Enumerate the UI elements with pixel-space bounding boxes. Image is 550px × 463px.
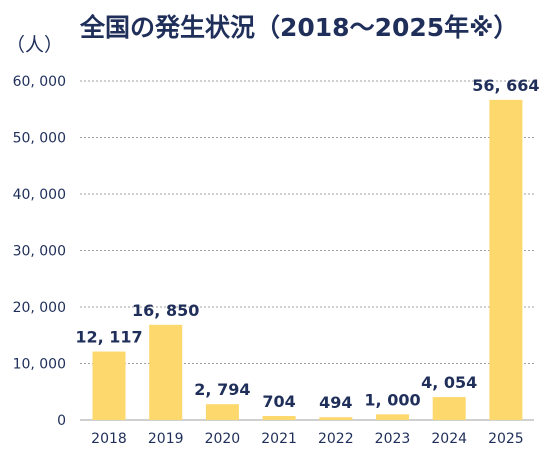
- y-tick-label: 20, 000: [13, 300, 66, 316]
- x-tick-label: 2025: [488, 431, 524, 447]
- y-tick-label: 50, 000: [13, 131, 66, 147]
- bar: [149, 324, 183, 420]
- data-label: 16, 850: [132, 301, 199, 320]
- x-tick-label: 2018: [91, 431, 127, 447]
- bar: [262, 416, 296, 420]
- x-tick-label: 2024: [431, 431, 467, 447]
- y-tick-label: 60, 000: [13, 74, 66, 90]
- x-tick-label: 2021: [261, 431, 297, 447]
- x-tick-label: 2019: [148, 431, 184, 447]
- bar: [319, 417, 353, 420]
- chart-title: 全国の発生状況（2018～2025年※）: [80, 13, 519, 42]
- data-label: 2, 794: [194, 380, 250, 399]
- data-label: 12, 117: [75, 328, 142, 347]
- bar: [432, 397, 466, 420]
- x-tick-label: 2022: [318, 431, 354, 447]
- data-label: 1, 000: [364, 390, 420, 409]
- data-label: 4, 054: [421, 373, 477, 392]
- data-label: 704: [262, 392, 295, 411]
- bar: [489, 99, 523, 421]
- y-tick-label: 0: [57, 413, 66, 429]
- bar: [92, 351, 126, 420]
- y-tick-label: 40, 000: [13, 187, 66, 203]
- data-label: 56, 664: [472, 76, 539, 95]
- y-axis-unit-label: （人）: [6, 34, 64, 56]
- bar: [376, 414, 409, 420]
- data-label: 494: [319, 393, 352, 412]
- bar: [205, 404, 239, 420]
- y-tick-label: 30, 000: [13, 244, 66, 260]
- y-tick-label: 10, 000: [13, 357, 66, 373]
- x-tick-label: 2020: [205, 431, 241, 447]
- x-tick-label: 2023: [375, 431, 411, 447]
